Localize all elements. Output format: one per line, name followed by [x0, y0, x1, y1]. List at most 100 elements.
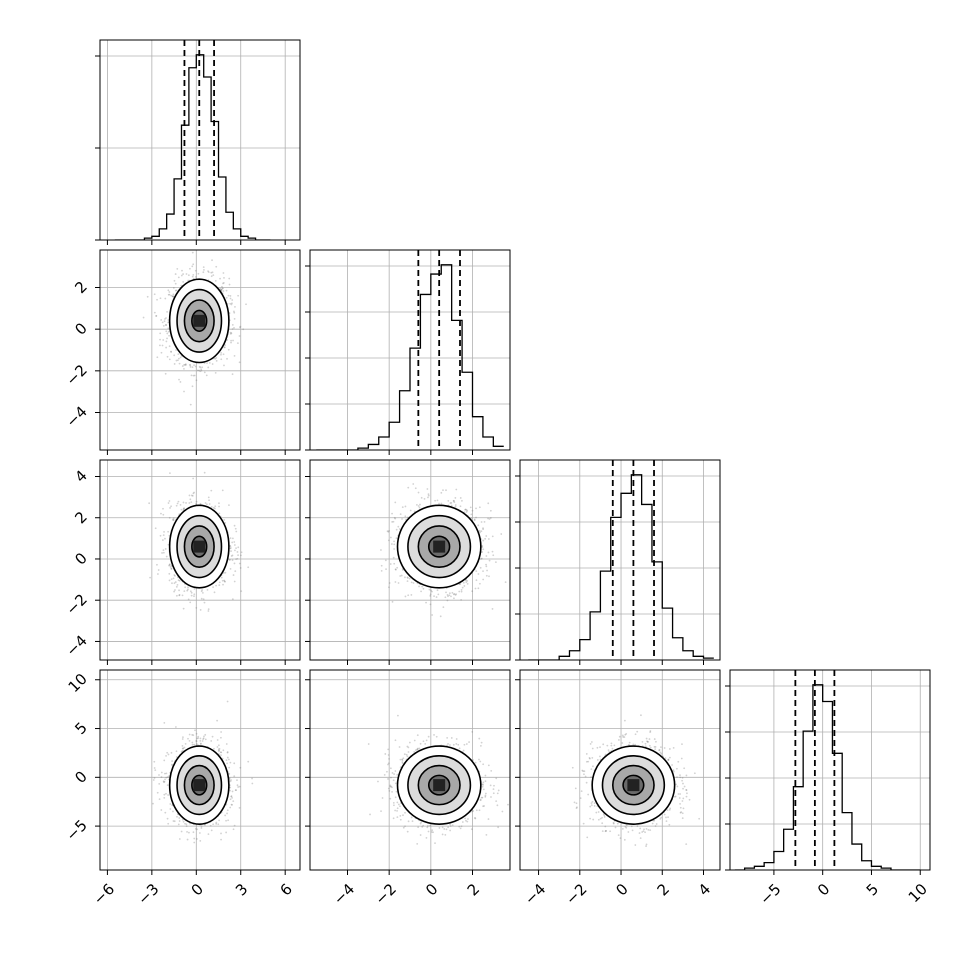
scatter-point	[238, 361, 241, 364]
scatter-point	[222, 282, 224, 285]
scatter-point	[182, 273, 184, 275]
scatter-point	[190, 374, 193, 377]
scatter-point	[181, 594, 184, 597]
scatter-panel-1-0: −4−202	[62, 249, 301, 455]
scatter-point	[207, 608, 210, 611]
scatter-point	[233, 562, 236, 565]
scatter-point	[407, 486, 410, 489]
scatter-point	[193, 364, 195, 367]
scatter-point	[451, 591, 454, 594]
scatter-point	[446, 593, 449, 596]
scatter-point	[423, 497, 426, 500]
scatter-point	[191, 265, 194, 268]
scatter-point	[427, 496, 429, 499]
scatter-point	[218, 512, 221, 515]
scatter-point	[222, 749, 225, 752]
scatter-point	[153, 311, 156, 314]
scatter-point	[175, 349, 177, 351]
scatter-point	[452, 499, 455, 502]
scatter-point	[174, 574, 176, 577]
scatter-point	[477, 587, 480, 590]
scatter-point	[177, 579, 180, 582]
scatter-point	[172, 519, 175, 521]
scatter-point	[229, 295, 232, 297]
scatter-point	[491, 535, 494, 538]
scatter-point	[199, 370, 202, 373]
scatter-point	[179, 503, 182, 506]
scatter-point	[176, 502, 179, 505]
scatter-point	[417, 491, 420, 494]
scatter-point	[165, 323, 167, 326]
scatter-point	[223, 364, 225, 367]
scatter-point	[183, 363, 185, 366]
scatter-point	[466, 582, 469, 585]
scatter-point	[191, 366, 194, 369]
scatter-point	[154, 527, 157, 530]
scatter-point	[231, 302, 233, 305]
scatter-point	[459, 497, 462, 499]
scatter-point	[233, 326, 235, 329]
scatter-point	[229, 297, 232, 300]
scatter-point	[206, 588, 209, 591]
scatter-point	[184, 364, 187, 366]
scatter-point	[229, 567, 232, 570]
scatter-point	[168, 291, 171, 293]
scatter-point	[236, 342, 239, 345]
scatter-point	[431, 614, 434, 616]
scatter-point	[188, 363, 191, 366]
scatter-point	[454, 497, 457, 499]
scatter-point	[487, 551, 490, 554]
scatter-point	[407, 577, 409, 579]
scatter-point	[162, 549, 165, 552]
scatter-point	[450, 501, 453, 504]
scatter-point	[231, 537, 234, 540]
scatter-point	[466, 580, 469, 582]
scatter-point	[159, 297, 162, 300]
scatter-point	[214, 371, 217, 374]
scatter-point	[167, 327, 170, 330]
scatter-point	[215, 359, 218, 362]
scatter-point	[482, 539, 485, 542]
scatter-point	[223, 346, 226, 349]
scatter-point	[453, 592, 456, 595]
scatter-point	[168, 334, 170, 337]
scatter-point	[162, 534, 165, 536]
scatter-point	[206, 362, 208, 365]
scatter-point	[187, 598, 190, 601]
scatter-point	[391, 600, 394, 603]
scatter-point	[385, 568, 387, 570]
scatter-point	[232, 574, 235, 576]
scatter-point	[182, 747, 185, 750]
scatter-point	[233, 317, 236, 320]
scatter-point	[239, 325, 242, 328]
scatter-point	[232, 339, 234, 342]
scatter-point	[200, 368, 203, 371]
scatter-point	[440, 502, 443, 505]
scatter-point	[208, 499, 210, 502]
scatter-point	[168, 563, 171, 566]
scatter-point	[394, 568, 397, 571]
scatter-point	[235, 547, 237, 550]
scatter-point	[388, 529, 390, 532]
scatter-point	[184, 363, 187, 366]
scatter-point	[391, 512, 393, 515]
scatter-point	[500, 533, 503, 535]
scatter-point	[160, 771, 163, 774]
scatter-point	[158, 783, 161, 785]
scatter-point	[453, 597, 455, 600]
scatter-point	[176, 359, 179, 362]
scatter-point	[393, 543, 396, 546]
scatter-point	[231, 299, 234, 301]
scatter-point	[168, 345, 171, 348]
scatter-point	[199, 502, 202, 505]
scatter-point	[477, 524, 480, 527]
scatter-point	[459, 505, 462, 508]
scatter-point	[230, 555, 233, 557]
scatter-point	[238, 562, 241, 565]
y-tick-label: 2	[71, 278, 90, 297]
scatter-point	[165, 792, 167, 795]
scatter-point	[389, 536, 392, 539]
scatter-point	[210, 275, 213, 278]
